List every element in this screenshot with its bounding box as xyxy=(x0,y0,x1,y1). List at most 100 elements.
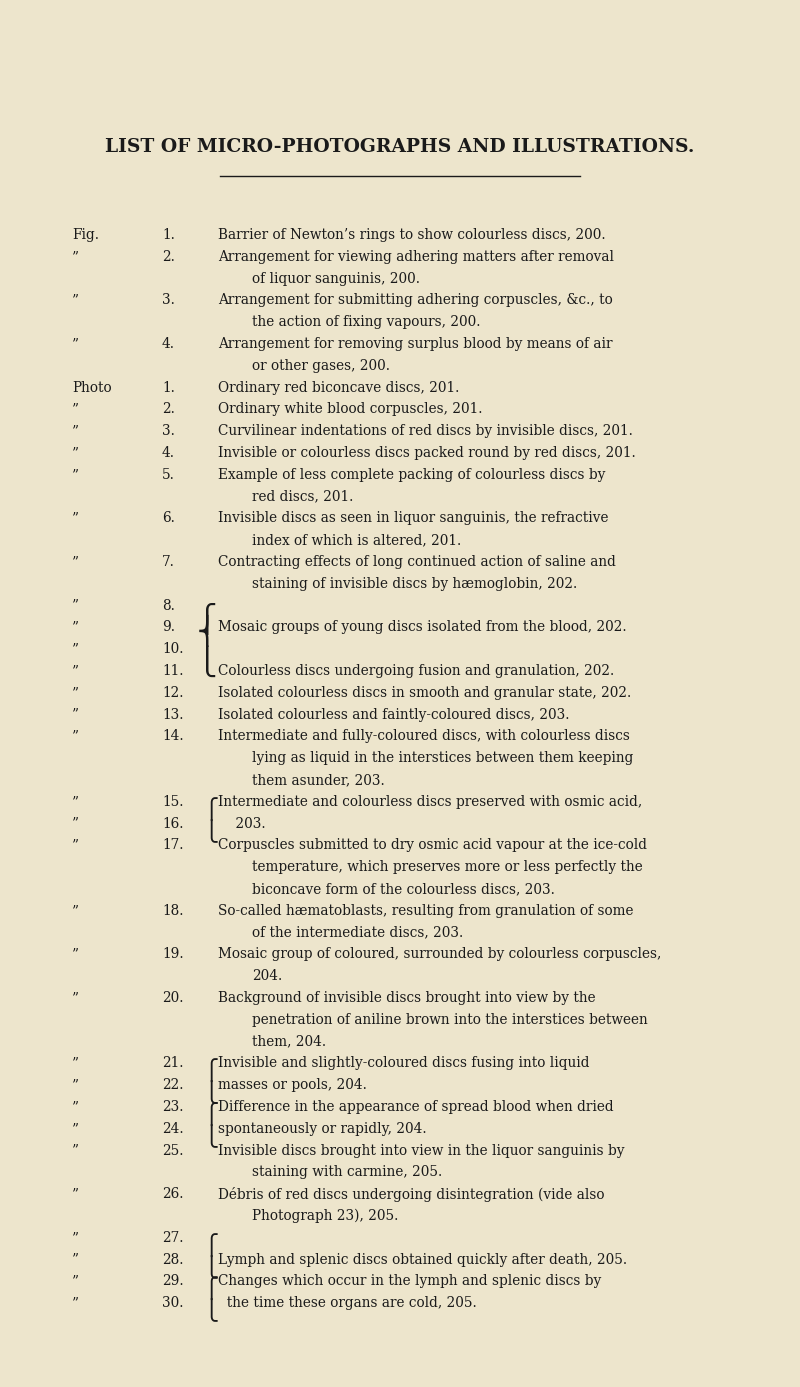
Text: or other gases, 200.: or other gases, 200. xyxy=(252,359,390,373)
Text: ⎧: ⎧ xyxy=(197,602,218,634)
Text: lying as liquid in the interstices between them keeping: lying as liquid in the interstices betwe… xyxy=(252,752,634,766)
Text: Background of invisible discs brought into view by the: Background of invisible discs brought in… xyxy=(218,990,596,1006)
Text: 3.: 3. xyxy=(162,294,175,308)
Text: staining with carmine, 205.: staining with carmine, 205. xyxy=(252,1165,442,1179)
Text: So-called hæmatoblasts, resulting from granulation of some: So-called hæmatoblasts, resulting from g… xyxy=(218,904,634,918)
Text: Invisible or colourless discs packed round by red discs, 201.: Invisible or colourless discs packed rou… xyxy=(218,447,636,460)
Text: them, 204.: them, 204. xyxy=(252,1035,326,1049)
Text: Ordinary white blood corpuscles, 201.: Ordinary white blood corpuscles, 201. xyxy=(218,402,482,416)
Text: ”: ” xyxy=(72,642,79,656)
Text: ”: ” xyxy=(72,904,79,918)
Text: ”: ” xyxy=(72,685,79,700)
Text: ”: ” xyxy=(72,1297,79,1311)
Text: ⎨: ⎨ xyxy=(197,616,218,648)
Text: 23.: 23. xyxy=(162,1100,183,1114)
Text: spontaneously or rapidly, 204.: spontaneously or rapidly, 204. xyxy=(218,1122,426,1136)
Text: 25.: 25. xyxy=(162,1144,183,1158)
Text: 18.: 18. xyxy=(162,904,183,918)
Text: 14.: 14. xyxy=(162,730,184,743)
Text: ”: ” xyxy=(72,250,79,264)
Text: ”: ” xyxy=(72,990,79,1006)
Text: ”: ” xyxy=(72,1078,79,1092)
Text: Débris of red discs undergoing disintegration (vide also: Débris of red discs undergoing disintegr… xyxy=(218,1187,605,1203)
Text: Example of less complete packing of colourless discs by: Example of less complete packing of colo… xyxy=(218,467,606,481)
Text: Arrangement for removing surplus blood by means of air: Arrangement for removing surplus blood b… xyxy=(218,337,613,351)
Text: ⎩: ⎩ xyxy=(203,1255,218,1279)
Text: ”: ” xyxy=(72,1187,79,1201)
Text: ”: ” xyxy=(72,467,79,481)
Text: ”: ” xyxy=(72,402,79,416)
Text: ”: ” xyxy=(72,1100,79,1114)
Text: 9.: 9. xyxy=(162,620,175,634)
Text: 17.: 17. xyxy=(162,838,183,853)
Text: of liquor sanguinis, 200.: of liquor sanguinis, 200. xyxy=(252,272,420,286)
Text: 22.: 22. xyxy=(162,1078,183,1092)
Text: ”: ” xyxy=(72,424,79,438)
Text: ”: ” xyxy=(72,1122,79,1136)
Text: of the intermediate discs, 203.: of the intermediate discs, 203. xyxy=(252,925,463,939)
Text: 19.: 19. xyxy=(162,947,184,961)
Text: Mosaic group of coloured, surrounded by colourless corpuscles,: Mosaic group of coloured, surrounded by … xyxy=(218,947,662,961)
Text: them asunder, 203.: them asunder, 203. xyxy=(252,773,385,786)
Text: ”: ” xyxy=(72,599,79,613)
Text: Intermediate and colourless discs preserved with osmic acid,: Intermediate and colourless discs preser… xyxy=(218,795,642,809)
Text: 28.: 28. xyxy=(162,1252,183,1266)
Text: red discs, 201.: red discs, 201. xyxy=(252,490,354,503)
Text: Invisible discs brought into view in the liquor sanguinis by: Invisible discs brought into view in the… xyxy=(218,1144,625,1158)
Text: 204.: 204. xyxy=(252,970,282,983)
Text: 30.: 30. xyxy=(162,1297,183,1311)
Text: ”: ” xyxy=(72,795,79,809)
Text: 15.: 15. xyxy=(162,795,183,809)
Text: Invisible discs as seen in liquor sanguinis, the refractive: Invisible discs as seen in liquor sangui… xyxy=(218,512,609,526)
Text: ⎩: ⎩ xyxy=(203,1123,218,1147)
Text: ⎧: ⎧ xyxy=(203,1233,218,1257)
Text: ⎧: ⎧ xyxy=(203,1276,218,1301)
Text: Ordinary red biconcave discs, 201.: Ordinary red biconcave discs, 201. xyxy=(218,380,459,394)
Text: ⎩: ⎩ xyxy=(203,818,218,842)
Text: Isolated colourless discs in smooth and granular state, 202.: Isolated colourless discs in smooth and … xyxy=(218,685,631,700)
Text: 3.: 3. xyxy=(162,424,175,438)
Text: staining of invisible discs by hæmoglobin, 202.: staining of invisible discs by hæmoglobi… xyxy=(252,577,578,591)
Text: Colourless discs undergoing fusion and granulation, 202.: Colourless discs undergoing fusion and g… xyxy=(218,664,614,678)
Text: ”: ” xyxy=(72,294,79,308)
Text: 8.: 8. xyxy=(162,599,175,613)
Text: ”: ” xyxy=(72,817,79,831)
Text: penetration of aniline brown into the interstices between: penetration of aniline brown into the in… xyxy=(252,1013,648,1026)
Text: 2.: 2. xyxy=(162,250,175,264)
Text: the time these organs are cold, 205.: the time these organs are cold, 205. xyxy=(218,1297,477,1311)
Text: Photo: Photo xyxy=(72,380,112,394)
Text: ”: ” xyxy=(72,620,79,634)
Text: ⎧: ⎧ xyxy=(203,1058,218,1082)
Text: 16.: 16. xyxy=(162,817,183,831)
Text: 24.: 24. xyxy=(162,1122,184,1136)
Text: Barrier of Newton’s rings to show colourless discs, 200.: Barrier of Newton’s rings to show colour… xyxy=(218,227,606,241)
Text: ”: ” xyxy=(72,730,79,743)
Text: 4.: 4. xyxy=(162,447,175,460)
Text: 10.: 10. xyxy=(162,642,183,656)
Text: masses or pools, 204.: masses or pools, 204. xyxy=(218,1078,367,1092)
Text: index of which is altered, 201.: index of which is altered, 201. xyxy=(252,533,462,548)
Text: ”: ” xyxy=(72,1275,79,1289)
Text: Fig.: Fig. xyxy=(72,227,99,241)
Text: Curvilinear indentations of red discs by invisible discs, 201.: Curvilinear indentations of red discs by… xyxy=(218,424,633,438)
Text: Arrangement for submitting adhering corpuscles, &c., to: Arrangement for submitting adhering corp… xyxy=(218,294,613,308)
Text: Mosaic groups of young discs isolated from the blood, 202.: Mosaic groups of young discs isolated fr… xyxy=(218,620,626,634)
Text: ”: ” xyxy=(72,1057,79,1071)
Text: ”: ” xyxy=(72,707,79,721)
Text: ⎧: ⎧ xyxy=(203,798,218,821)
Text: 1.: 1. xyxy=(162,380,175,394)
Text: ”: ” xyxy=(72,447,79,460)
Text: Photograph 23), 205.: Photograph 23), 205. xyxy=(252,1209,398,1223)
Text: ⎧: ⎧ xyxy=(203,1103,218,1126)
Text: Invisible and slightly-coloured discs fusing into liquid: Invisible and slightly-coloured discs fu… xyxy=(218,1057,590,1071)
Text: ”: ” xyxy=(72,555,79,569)
Text: 12.: 12. xyxy=(162,685,183,700)
Text: 26.: 26. xyxy=(162,1187,183,1201)
Text: Lymph and splenic discs obtained quickly after death, 205.: Lymph and splenic discs obtained quickly… xyxy=(218,1252,627,1266)
Text: 13.: 13. xyxy=(162,707,183,721)
Text: ”: ” xyxy=(72,838,79,853)
Text: ”: ” xyxy=(72,947,79,961)
Text: ”: ” xyxy=(72,512,79,526)
Text: ⎩: ⎩ xyxy=(197,645,218,677)
Text: Contracting effects of long continued action of saline and: Contracting effects of long continued ac… xyxy=(218,555,616,569)
